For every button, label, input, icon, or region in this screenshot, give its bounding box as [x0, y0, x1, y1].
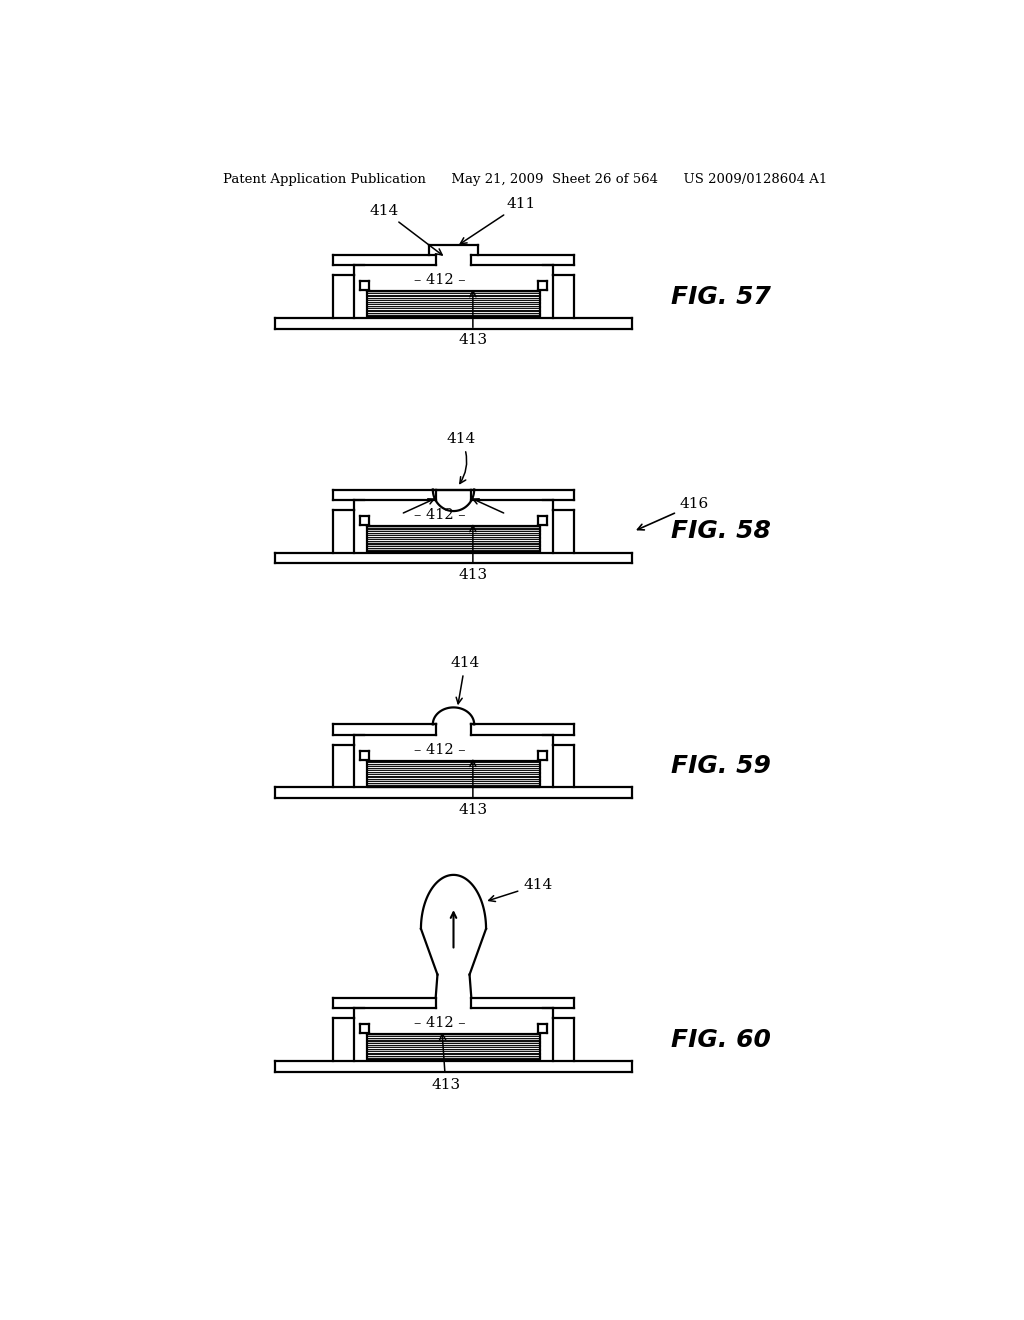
Text: FIG. 58: FIG. 58 [671, 520, 771, 544]
Text: 411: 411 [461, 197, 536, 244]
Text: FIG. 59: FIG. 59 [671, 754, 771, 779]
Text: – 412 –: – 412 – [414, 508, 465, 521]
Text: FIG. 60: FIG. 60 [671, 1028, 771, 1052]
Text: 413: 413 [459, 760, 487, 817]
Text: 416: 416 [638, 498, 709, 529]
Text: – 412 –: – 412 – [414, 1016, 465, 1030]
Text: 413: 413 [459, 290, 487, 347]
Text: – 412 –: – 412 – [414, 273, 465, 286]
Text: FIG. 57: FIG. 57 [671, 285, 771, 309]
Text: 413: 413 [459, 525, 487, 582]
Text: 414: 414 [451, 656, 480, 704]
Text: 413: 413 [431, 1034, 461, 1092]
Text: Patent Application Publication      May 21, 2009  Sheet 26 of 564      US 2009/0: Patent Application Publication May 21, 2… [222, 173, 827, 186]
Text: – 412 –: – 412 – [414, 743, 465, 756]
Text: 414: 414 [369, 203, 442, 255]
Text: 414: 414 [488, 878, 553, 902]
Text: 414: 414 [446, 433, 476, 483]
